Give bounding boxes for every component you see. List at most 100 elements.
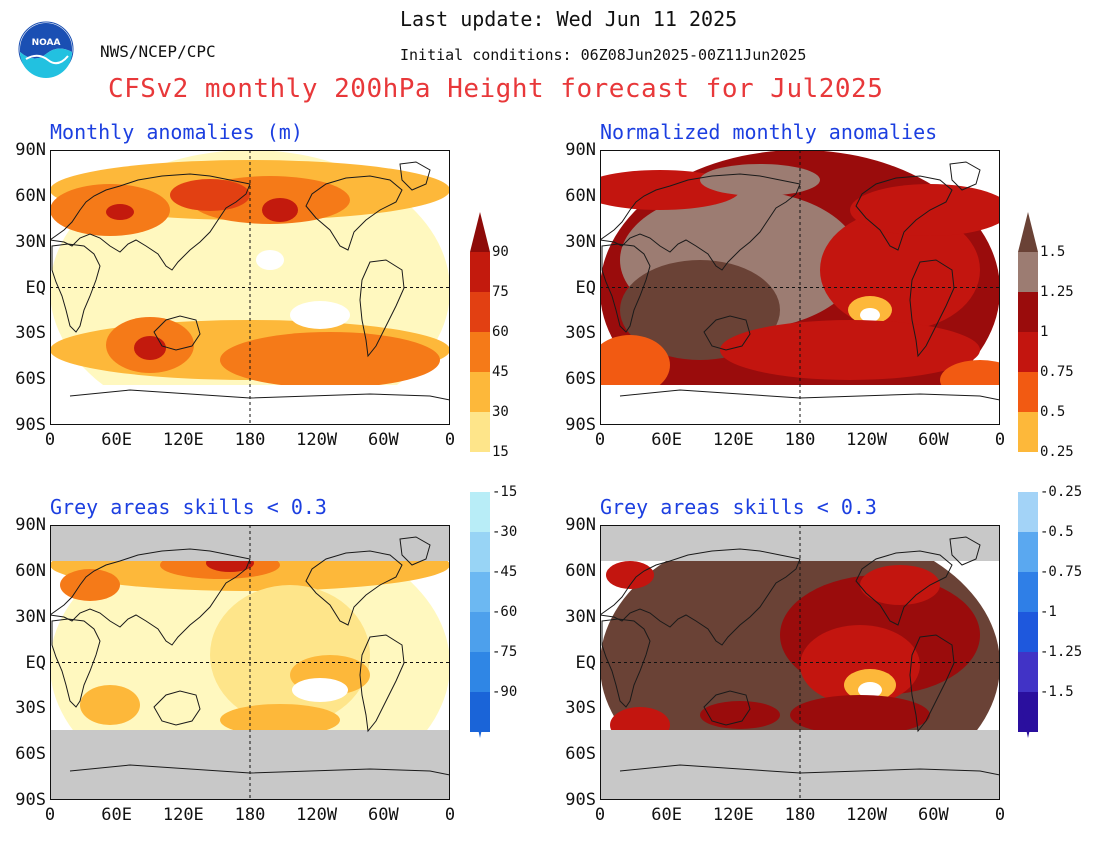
lon-tick-label: 120W (846, 430, 888, 450)
coastline (909, 634, 955, 733)
colorbar-tick-label: 60 (492, 324, 509, 340)
lat-tick-label: 30N (15, 231, 46, 252)
lat-tick-label: 30N (15, 606, 46, 627)
colorbar-tick-label: 1 (1040, 324, 1049, 340)
colorbar-normalized (1018, 212, 1038, 738)
colorbar-arrow-bottom (1018, 692, 1038, 738)
colorbar-tick-label: -45 (492, 564, 518, 580)
anomaly-region (700, 701, 780, 729)
colorbar-segment (1018, 332, 1038, 372)
lon-tick-label: 0 (44, 805, 56, 825)
colorbar-tick-label: -30 (492, 524, 518, 540)
lon-tick-label: 60E (101, 805, 133, 825)
lon-tick-label: 180 (234, 430, 266, 450)
colorbar-segment (470, 652, 490, 692)
coastline (619, 764, 1000, 776)
anomaly-region (600, 335, 670, 395)
anomaly-region (210, 585, 370, 725)
lat-tick-label: 60S (15, 369, 46, 390)
lat-tick-label: 30S (565, 698, 596, 719)
coastline (601, 243, 651, 333)
coastline (153, 690, 201, 726)
lat-tick-label: EQ (575, 277, 596, 298)
lon-tick-label: 120E (712, 430, 754, 450)
panel-title-bottom-left: Grey areas skills < 0.3 (50, 495, 327, 519)
lon-tick-label: 120E (162, 805, 204, 825)
lat-tick-label: 90N (15, 515, 46, 535)
colorbar-segment (470, 532, 490, 572)
lat-tick-label: EQ (25, 652, 46, 673)
anomaly-region (106, 204, 134, 220)
colorbar-tick-label: 90 (492, 244, 509, 260)
lon-tick-label: 0 (994, 430, 1006, 450)
lat-tick-label: EQ (575, 652, 596, 673)
colorbar-tick-label: 30 (492, 404, 509, 420)
colorbar-tick-label: -1 (1040, 604, 1057, 620)
lon-tick-label: 0 (44, 430, 56, 450)
lon-tick-label: 0 (994, 805, 1006, 825)
colorbar-segment (470, 292, 490, 332)
map-panel-normalized (600, 150, 1000, 425)
map-frame (50, 525, 450, 800)
lon-tick-label: 0 (444, 805, 456, 825)
lat-tick-label: EQ (25, 277, 46, 298)
colorbar-segment (1018, 252, 1038, 292)
colorbar-segment (1018, 292, 1038, 332)
lon-tick-label: 120E (162, 430, 204, 450)
coastline (50, 548, 251, 646)
colorbar-tick-label: -90 (492, 684, 518, 700)
lon-tick-label: 180 (784, 805, 816, 825)
colorbar-segment (470, 572, 490, 612)
colorbar-tick-label: -0.5 (1040, 524, 1074, 540)
anomaly-region (700, 164, 820, 196)
coastline (305, 175, 403, 251)
lon-tick-label: 120W (846, 805, 888, 825)
coastline (600, 173, 801, 271)
colorbar-tick-label: -75 (492, 644, 518, 660)
lat-tick-label: 90S (565, 790, 596, 810)
lon-tick-label: 60W (917, 430, 949, 450)
anomaly-region (850, 184, 1000, 236)
coastline (359, 634, 405, 733)
lon-tick-label: 60W (367, 430, 399, 450)
anomaly-region (790, 695, 930, 735)
colorbar-arrow-top (470, 212, 490, 252)
coastline (949, 536, 981, 566)
colorbar-segment (470, 492, 490, 532)
coastline (399, 536, 431, 566)
colorbar-segment (470, 252, 490, 292)
map-panel-anomalies-skill-masked (50, 525, 450, 800)
colorbar-tick-label: 0.75 (1040, 364, 1074, 380)
lat-tick-label: 90N (15, 140, 46, 160)
coastline (601, 618, 651, 708)
lat-tick-label: 30N (565, 231, 596, 252)
anomaly-region (220, 332, 440, 388)
anomaly-region (860, 565, 940, 605)
lat-tick-label: 30S (15, 323, 46, 344)
lat-tick-label: 60S (565, 369, 596, 390)
lat-tick-label: 60N (15, 560, 46, 581)
colorbar-tick-label: -15 (492, 484, 518, 500)
lat-tick-label: 30N (565, 606, 596, 627)
lat-tick-label: 90S (15, 790, 46, 810)
colorbar-tick-label: -0.25 (1040, 484, 1083, 500)
map-frame (600, 150, 1000, 425)
colorbar-segment (1018, 572, 1038, 612)
colorbar-segment (1018, 612, 1038, 652)
colorbar-tick-label: -1.5 (1040, 684, 1074, 700)
lat-tick-label: 90S (15, 415, 46, 435)
lat-tick-label: 60N (565, 185, 596, 206)
lat-tick-label: 90N (565, 140, 596, 160)
coastline (399, 161, 431, 191)
colorbar-tick-label: 0.5 (1040, 404, 1066, 420)
coastline (50, 173, 251, 271)
noaa-logo: NOAA (18, 21, 74, 78)
lon-tick-label: 60W (367, 805, 399, 825)
last-update: Last update: Wed Jun 11 2025 (400, 7, 738, 31)
anomaly-region (606, 561, 654, 589)
lon-tick-label: 120E (712, 805, 754, 825)
colorbar-tick-label: 1.5 (1040, 244, 1066, 260)
lon-tick-label: 60E (651, 805, 683, 825)
lat-tick-label: 60N (565, 560, 596, 581)
coastline (909, 259, 955, 358)
